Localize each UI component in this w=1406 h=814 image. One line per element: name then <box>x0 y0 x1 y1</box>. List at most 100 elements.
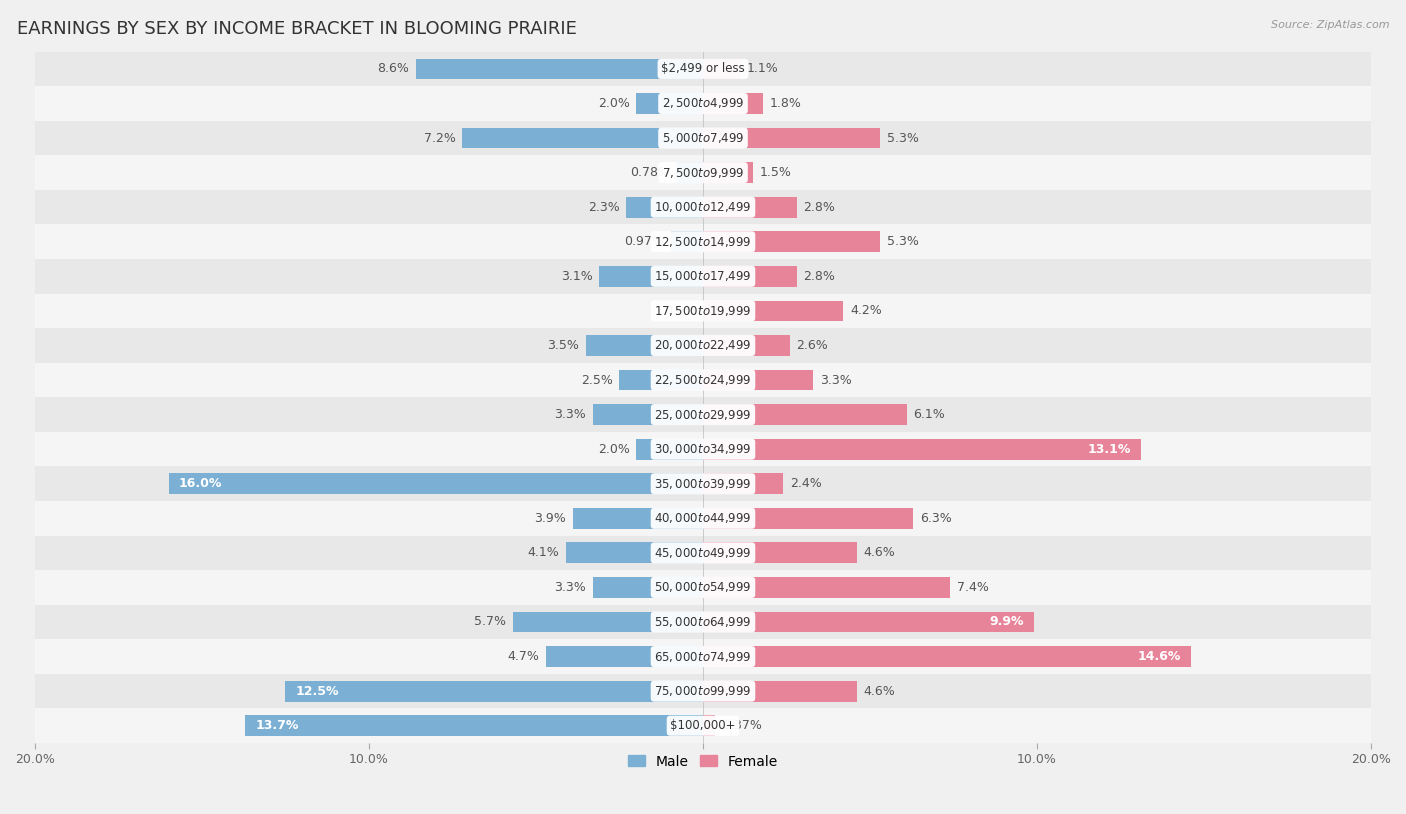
Bar <box>703 266 797 287</box>
Text: 9.9%: 9.9% <box>990 615 1024 628</box>
Text: 6.1%: 6.1% <box>914 408 945 421</box>
Text: 0.78%: 0.78% <box>630 166 671 179</box>
Text: $75,000 to $99,999: $75,000 to $99,999 <box>654 684 752 698</box>
Text: $100,000+: $100,000+ <box>671 720 735 733</box>
Text: $50,000 to $54,999: $50,000 to $54,999 <box>654 580 752 594</box>
Bar <box>703 474 783 494</box>
Bar <box>703 231 880 252</box>
Bar <box>586 335 703 356</box>
Text: 0.97%: 0.97% <box>624 235 664 248</box>
Text: 3.3%: 3.3% <box>554 408 586 421</box>
Text: $7,500 to $9,999: $7,500 to $9,999 <box>662 165 744 180</box>
Bar <box>35 363 1371 397</box>
Text: 0.0%: 0.0% <box>664 304 696 317</box>
Text: $12,500 to $14,999: $12,500 to $14,999 <box>654 234 752 249</box>
Text: $30,000 to $34,999: $30,000 to $34,999 <box>654 442 752 456</box>
Bar <box>703 542 856 563</box>
Bar <box>463 128 703 148</box>
Text: 3.3%: 3.3% <box>820 374 852 387</box>
Text: 6.3%: 6.3% <box>920 512 952 525</box>
Bar <box>703 370 813 391</box>
Bar <box>703 439 1140 460</box>
Text: 3.3%: 3.3% <box>554 581 586 594</box>
Text: $25,000 to $29,999: $25,000 to $29,999 <box>654 408 752 422</box>
Bar <box>35 397 1371 432</box>
Text: 2.3%: 2.3% <box>588 201 620 214</box>
Bar <box>285 681 703 702</box>
Text: EARNINGS BY SEX BY INCOME BRACKET IN BLOOMING PRAIRIE: EARNINGS BY SEX BY INCOME BRACKET IN BLO… <box>17 20 576 38</box>
Text: 2.8%: 2.8% <box>803 201 835 214</box>
Bar <box>35 155 1371 190</box>
Bar <box>703 716 716 736</box>
Text: 2.4%: 2.4% <box>790 477 821 490</box>
Bar <box>703 681 856 702</box>
Text: 14.6%: 14.6% <box>1137 650 1181 663</box>
Text: $45,000 to $49,999: $45,000 to $49,999 <box>654 546 752 560</box>
Bar <box>593 577 703 597</box>
Text: $10,000 to $12,499: $10,000 to $12,499 <box>654 200 752 214</box>
Bar <box>35 225 1371 259</box>
Text: 16.0%: 16.0% <box>179 477 222 490</box>
Text: $17,500 to $19,999: $17,500 to $19,999 <box>654 304 752 318</box>
Text: 4.1%: 4.1% <box>527 546 560 559</box>
Text: $35,000 to $39,999: $35,000 to $39,999 <box>654 477 752 491</box>
Text: 1.1%: 1.1% <box>747 63 778 76</box>
Bar <box>676 162 703 183</box>
Bar <box>416 59 703 79</box>
Bar <box>246 716 703 736</box>
Bar <box>703 646 1191 667</box>
Text: 4.2%: 4.2% <box>851 304 882 317</box>
Bar <box>567 542 703 563</box>
Bar <box>620 370 703 391</box>
Bar <box>636 93 703 114</box>
Bar <box>599 266 703 287</box>
Bar <box>546 646 703 667</box>
Bar <box>35 51 1371 86</box>
Text: 2.0%: 2.0% <box>598 443 630 456</box>
Text: 12.5%: 12.5% <box>295 685 339 698</box>
Text: 2.0%: 2.0% <box>598 97 630 110</box>
Text: 2.5%: 2.5% <box>581 374 613 387</box>
Text: 2.6%: 2.6% <box>797 339 828 352</box>
Bar <box>703 93 763 114</box>
Text: 5.3%: 5.3% <box>887 132 918 145</box>
Text: 3.9%: 3.9% <box>534 512 567 525</box>
Text: $40,000 to $44,999: $40,000 to $44,999 <box>654 511 752 525</box>
Text: 5.3%: 5.3% <box>887 235 918 248</box>
Text: $15,000 to $17,499: $15,000 to $17,499 <box>654 269 752 283</box>
Text: 2.8%: 2.8% <box>803 269 835 282</box>
Text: $2,499 or less: $2,499 or less <box>661 63 745 76</box>
Text: $2,500 to $4,999: $2,500 to $4,999 <box>662 97 744 111</box>
Bar <box>35 674 1371 708</box>
Text: 3.5%: 3.5% <box>547 339 579 352</box>
Text: 0.37%: 0.37% <box>723 720 762 733</box>
Bar <box>703 162 754 183</box>
Text: Source: ZipAtlas.com: Source: ZipAtlas.com <box>1271 20 1389 30</box>
Text: 8.6%: 8.6% <box>377 63 409 76</box>
Bar <box>703 128 880 148</box>
Text: 13.7%: 13.7% <box>256 720 298 733</box>
Bar <box>35 259 1371 294</box>
Bar <box>703 508 914 528</box>
Bar <box>35 536 1371 570</box>
Bar <box>703 611 1033 632</box>
Bar <box>35 466 1371 501</box>
Bar <box>703 197 797 217</box>
Text: 4.6%: 4.6% <box>863 685 896 698</box>
Text: 13.1%: 13.1% <box>1087 443 1130 456</box>
Legend: Male, Female: Male, Female <box>623 749 783 774</box>
Bar <box>636 439 703 460</box>
Bar <box>35 639 1371 674</box>
Text: $20,000 to $22,499: $20,000 to $22,499 <box>654 339 752 352</box>
Text: 1.5%: 1.5% <box>759 166 792 179</box>
Bar <box>35 120 1371 155</box>
Bar <box>593 405 703 425</box>
Bar <box>169 474 703 494</box>
Bar <box>35 328 1371 363</box>
Bar <box>35 605 1371 639</box>
Bar <box>35 570 1371 605</box>
Bar <box>671 231 703 252</box>
Text: $55,000 to $64,999: $55,000 to $64,999 <box>654 615 752 629</box>
Text: 7.4%: 7.4% <box>957 581 988 594</box>
Bar <box>703 405 907 425</box>
